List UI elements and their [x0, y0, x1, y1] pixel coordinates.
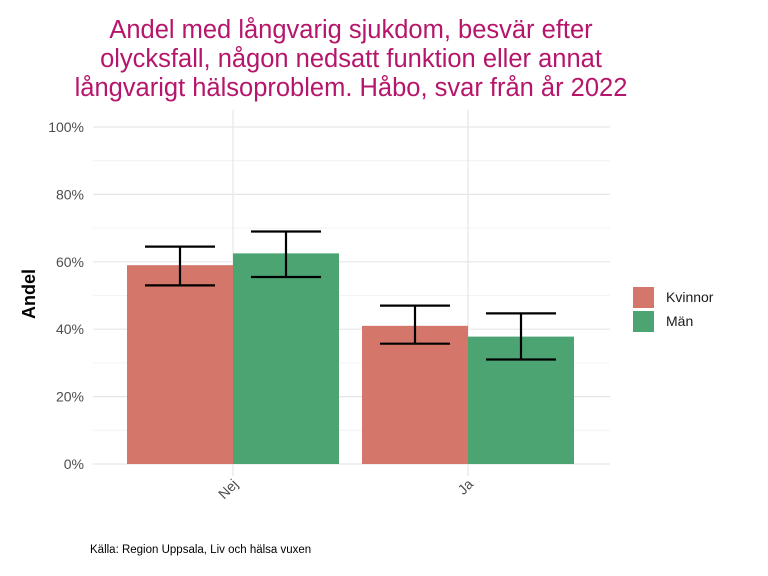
- bars: [127, 253, 574, 464]
- bar-ja-kvinnor: [362, 325, 468, 464]
- caption: Källa: Region Uppsala, Liv och hälsa vux…: [90, 544, 311, 556]
- error-bar-ja-kvinnor: [380, 304, 450, 345]
- error-bar-ja-män: [486, 312, 556, 361]
- legend-swatch: [633, 311, 654, 332]
- x-axis-ticks: Nej Ja: [215, 476, 476, 502]
- legend-label: Män: [666, 313, 693, 329]
- y-tick-label: 20%: [56, 389, 84, 405]
- y-tick-label: 80%: [56, 186, 84, 202]
- y-axis-ticks: 0% 20% 40% 60% 80% 100%: [48, 119, 84, 472]
- legend-swatch: [633, 287, 654, 308]
- chart-title-line-1: Andel med långvarig sjukdom, besvär efte…: [109, 16, 593, 44]
- bar-nej-kvinnor: [127, 265, 233, 464]
- error-bar-nej-kvinnor: [145, 245, 215, 287]
- error-bars: [145, 230, 556, 361]
- y-axis-title: Andel: [19, 269, 39, 319]
- y-tick-label: 100%: [48, 119, 84, 135]
- legend-item-män: Män: [633, 311, 693, 332]
- chart-title-line-3: långvarigt hälsoproblem. Håbo, svar från…: [75, 74, 628, 102]
- y-tick-label: 40%: [56, 321, 84, 337]
- legend-label: Kvinnor: [666, 289, 714, 305]
- x-tick-label: Ja: [454, 476, 476, 498]
- x-tick-label: Nej: [215, 476, 241, 502]
- legend-item-kvinnor: Kvinnor: [633, 287, 714, 308]
- y-tick-label: 60%: [56, 254, 84, 270]
- y-tick-label: 0%: [64, 456, 84, 472]
- legend: Kvinnor Män: [633, 287, 714, 332]
- chart-title-line-2: olycksfall, någon nedsatt funktion eller…: [100, 45, 602, 73]
- chart-title: Andel med långvarig sjukdom, besvär efte…: [75, 16, 628, 102]
- error-bar-nej-män: [251, 230, 321, 279]
- bar-nej-män: [233, 253, 339, 464]
